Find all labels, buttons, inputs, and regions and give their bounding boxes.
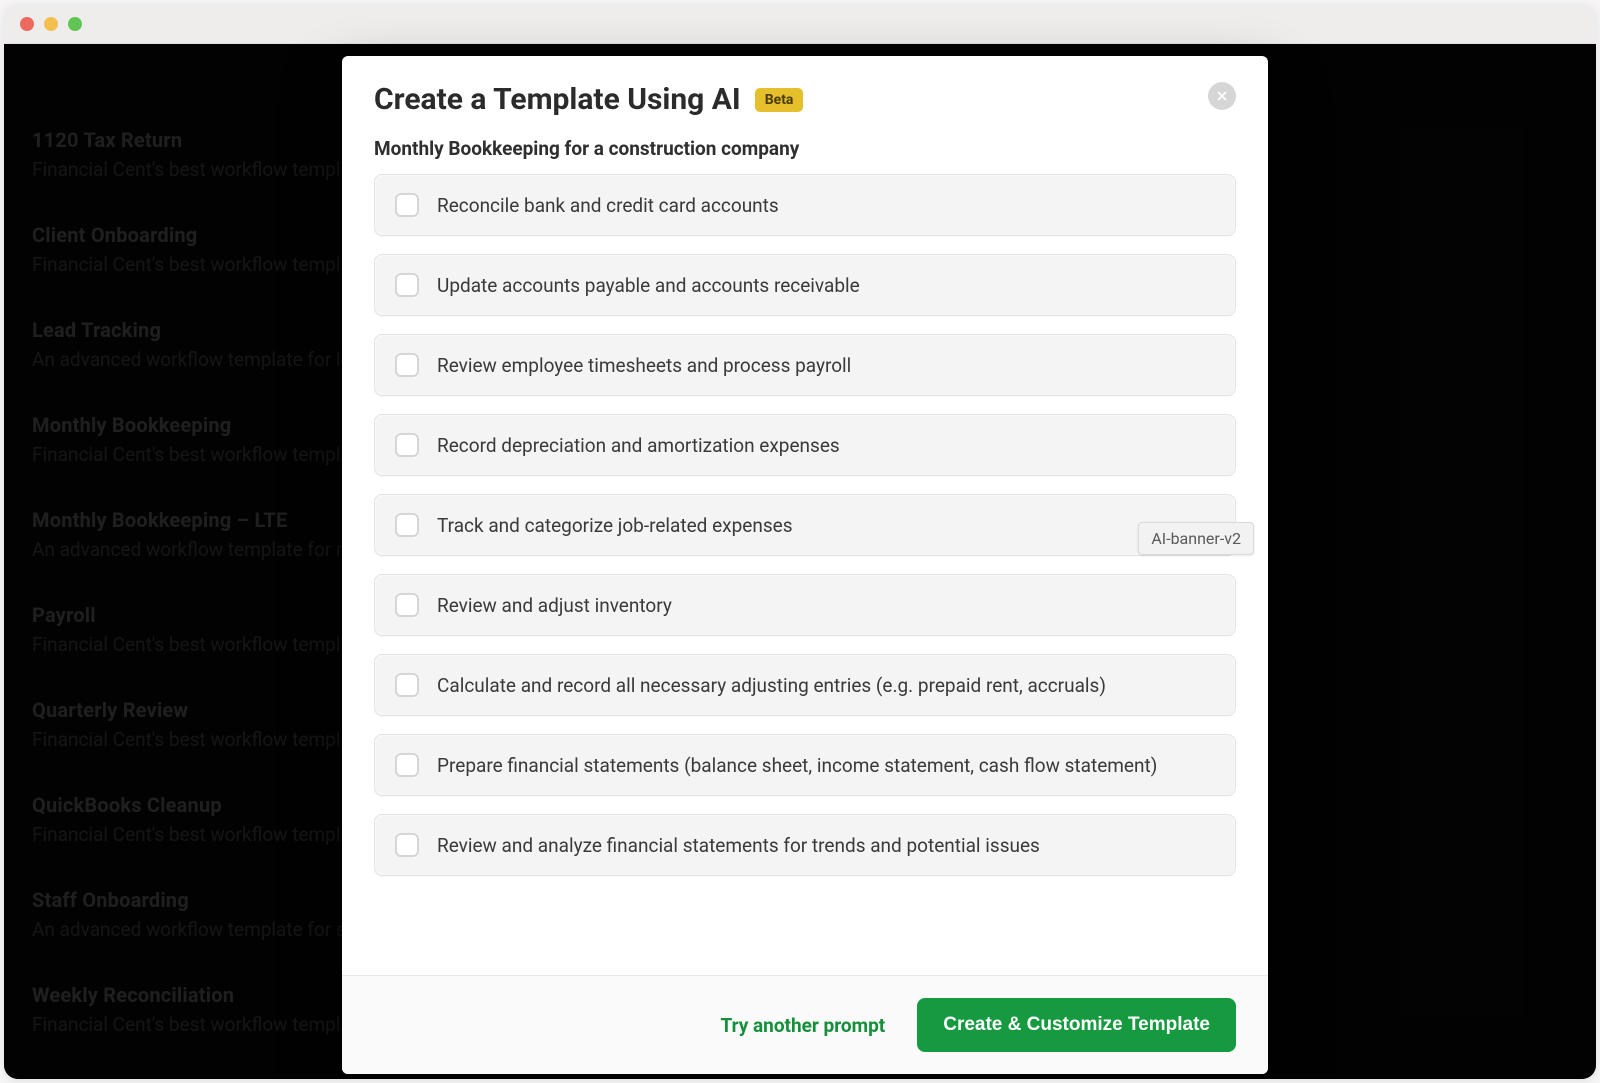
modal-header: Create a Template Using AI Beta xyxy=(342,56,1268,127)
task-checkbox[interactable] xyxy=(395,593,419,617)
window-close-dot[interactable] xyxy=(20,17,34,31)
window-minimize-dot[interactable] xyxy=(44,17,58,31)
browser-window: 1120 Tax ReturnFinancial Cent's best wor… xyxy=(4,4,1596,1079)
task-checkbox[interactable] xyxy=(395,833,419,857)
ai-banner-tooltip: AI-banner-v2 xyxy=(1138,522,1254,555)
task-checkbox[interactable] xyxy=(395,273,419,297)
task-checkbox[interactable] xyxy=(395,193,419,217)
task-row[interactable]: Track and categorize job-related expense… xyxy=(374,494,1236,556)
create-template-modal: Create a Template Using AI Beta Monthly … xyxy=(342,56,1268,1074)
task-row[interactable]: Review and analyze financial statements … xyxy=(374,814,1236,876)
task-checkbox[interactable] xyxy=(395,353,419,377)
window-zoom-dot[interactable] xyxy=(68,17,82,31)
task-label: Review and adjust inventory xyxy=(437,594,672,617)
task-list: Reconcile bank and credit card accounts U… xyxy=(342,174,1268,884)
create-customize-button[interactable]: Create & Customize Template xyxy=(917,998,1236,1052)
task-label: Review employee timesheets and process p… xyxy=(437,354,851,377)
task-row[interactable]: Record depreciation and amortization exp… xyxy=(374,414,1236,476)
task-checkbox[interactable] xyxy=(395,753,419,777)
modal-title: Create a Template Using AI xyxy=(374,82,741,117)
modal-footer: Try another prompt Create & Customize Te… xyxy=(342,975,1268,1074)
task-row[interactable]: Reconcile bank and credit card accounts xyxy=(374,174,1236,236)
task-row[interactable]: Update accounts payable and accounts rec… xyxy=(374,254,1236,316)
task-label: Track and categorize job-related expense… xyxy=(437,514,793,537)
task-checkbox[interactable] xyxy=(395,433,419,457)
close-icon xyxy=(1215,89,1229,103)
close-button[interactable] xyxy=(1208,82,1236,110)
app-viewport: 1120 Tax ReturnFinancial Cent's best wor… xyxy=(4,44,1596,1079)
modal-subtitle: Monthly Bookkeeping for a construction c… xyxy=(342,127,1268,174)
try-another-prompt-link[interactable]: Try another prompt xyxy=(720,1014,885,1037)
task-label: Record depreciation and amortization exp… xyxy=(437,434,840,457)
task-row[interactable]: Prepare financial statements (balance sh… xyxy=(374,734,1236,796)
traffic-lights xyxy=(20,17,82,31)
task-row[interactable]: Calculate and record all necessary adjus… xyxy=(374,654,1236,716)
modal-title-row: Create a Template Using AI Beta xyxy=(374,82,803,117)
task-label: Review and analyze financial statements … xyxy=(437,834,1040,857)
task-checkbox[interactable] xyxy=(395,513,419,537)
task-label: Calculate and record all necessary adjus… xyxy=(437,674,1106,697)
task-row[interactable]: Review employee timesheets and process p… xyxy=(374,334,1236,396)
beta-badge: Beta xyxy=(755,88,804,112)
task-label: Prepare financial statements (balance sh… xyxy=(437,754,1157,777)
task-row[interactable]: Review and adjust inventory xyxy=(374,574,1236,636)
task-checkbox[interactable] xyxy=(395,673,419,697)
task-label: Update accounts payable and accounts rec… xyxy=(437,274,860,297)
task-label: Reconcile bank and credit card accounts xyxy=(437,194,779,217)
window-titlebar xyxy=(4,4,1596,44)
